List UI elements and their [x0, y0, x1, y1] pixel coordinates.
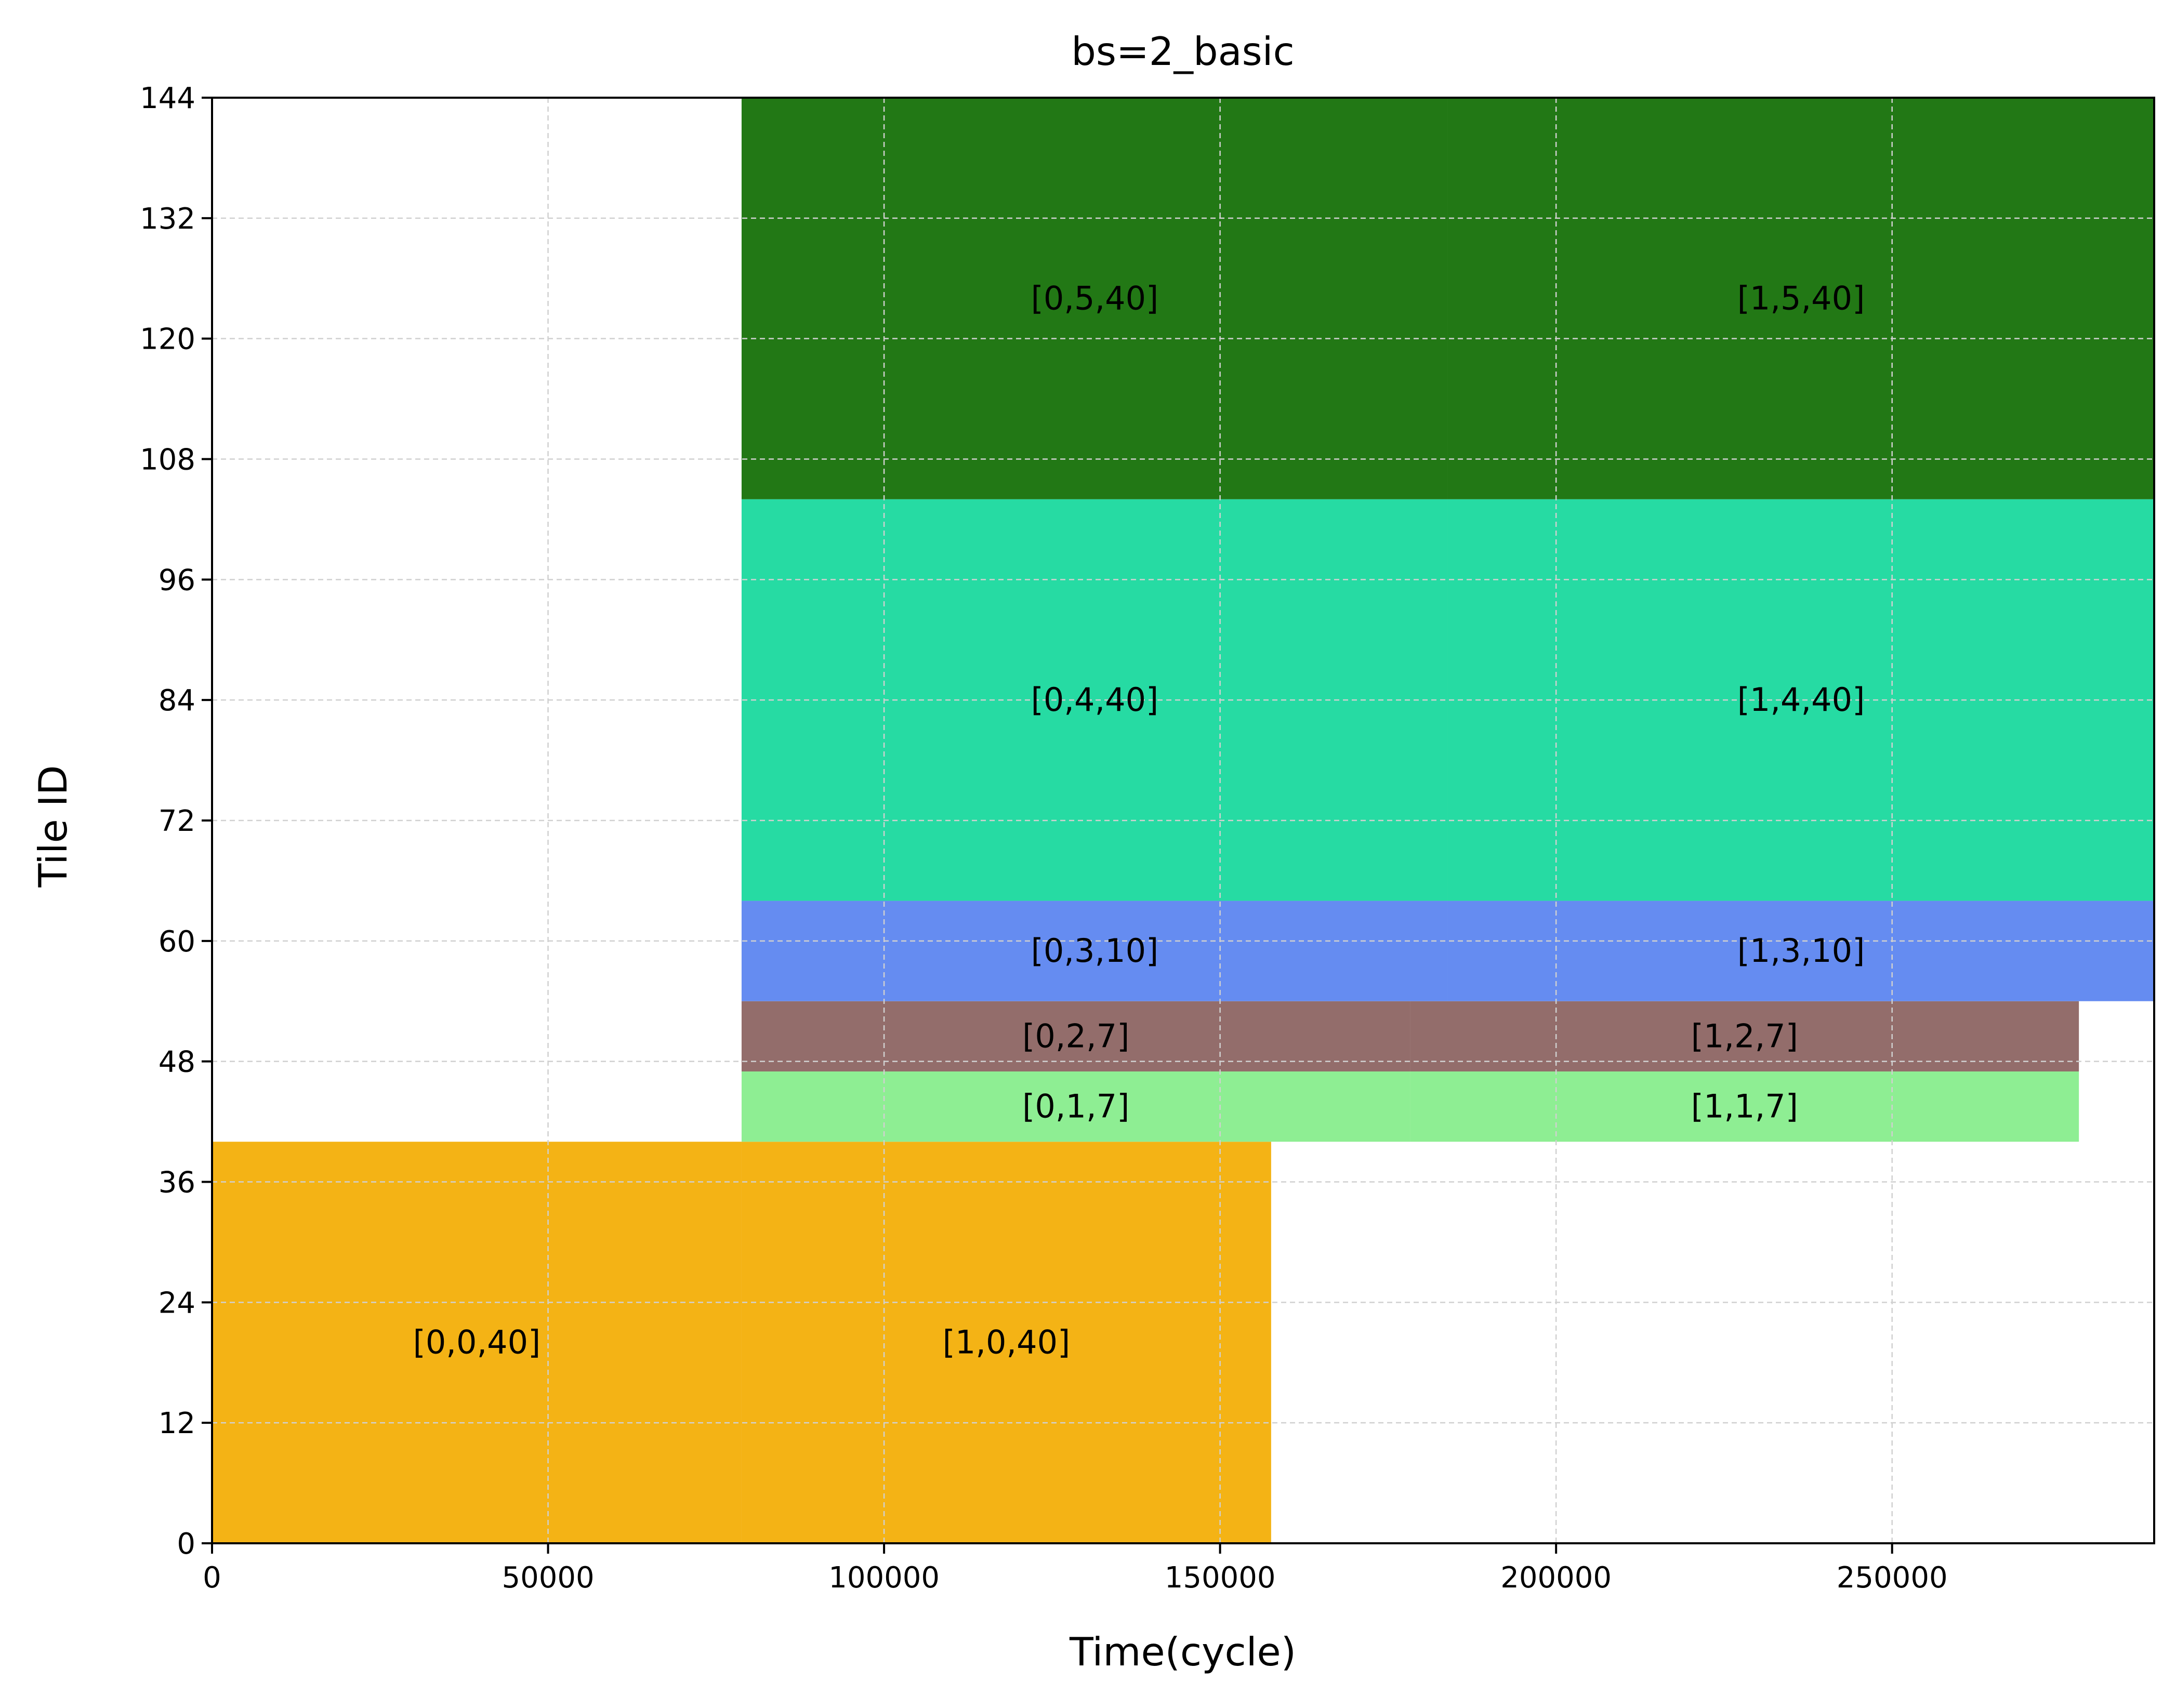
- ticks-layer: 0 50000 100000 150000 200000 250000 0 12 24 36 48 6…: [140, 82, 1947, 1595]
- x-tick-label: 150000: [1165, 1561, 1276, 1595]
- block-label: [1,0,40]: [943, 1323, 1071, 1361]
- block-label: [0,3,10]: [1031, 932, 1159, 970]
- block-[1,3,10]: [1447, 901, 2154, 1001]
- y-tick-label: 72: [159, 804, 195, 838]
- y-tick-label: 84: [159, 684, 195, 718]
- y-tick-label: 108: [140, 443, 195, 477]
- block-[0,5,40]: [741, 98, 1448, 499]
- block-label: [0,2,7]: [1022, 1017, 1129, 1055]
- block-[0,2,7]: [741, 1001, 1410, 1071]
- block-[1,1,7]: [1410, 1071, 2079, 1142]
- y-tick-label: 0: [177, 1527, 195, 1561]
- block-[0,3,10]: [741, 901, 1448, 1001]
- block-labels-layer: [0,0,40] [1,0,40] [0,1,7] [1,1,7] [0,2,7] [1,…: [413, 279, 1865, 1361]
- x-tick-label: 100000: [828, 1561, 940, 1595]
- block-[1,5,40]: [1447, 98, 2154, 499]
- y-tick-label: 12: [159, 1407, 195, 1440]
- x-tick-label: 250000: [1837, 1561, 1948, 1595]
- block-label: [0,4,40]: [1031, 681, 1159, 719]
- y-tick-label: 132: [140, 202, 195, 236]
- block-[1,0,40]: [741, 1142, 1271, 1543]
- grid-layer: [212, 97, 2154, 1543]
- y-tick-label: 24: [159, 1286, 195, 1320]
- block-[1,2,7]: [1410, 1001, 2079, 1071]
- block-label: [1,5,40]: [1737, 279, 1865, 317]
- block-[0,1,7]: [741, 1071, 1410, 1142]
- block-label: [1,3,10]: [1737, 932, 1865, 970]
- block-label: [0,5,40]: [1031, 279, 1159, 317]
- x-axis-label: Time(cycle): [1069, 1629, 1296, 1675]
- x-tick-label: 0: [203, 1561, 221, 1595]
- block-label: [1,4,40]: [1737, 681, 1865, 719]
- x-tick-label: 50000: [502, 1561, 594, 1595]
- block-label: [1,1,7]: [1691, 1088, 1798, 1126]
- chart-title: bs=2_basic: [1071, 29, 1294, 74]
- block-[0,0,40]: [212, 1142, 742, 1543]
- block-label: [0,0,40]: [413, 1323, 541, 1361]
- block-label: [1,2,7]: [1691, 1017, 1798, 1055]
- x-tick-label: 200000: [1500, 1561, 1612, 1595]
- y-tick-label: 120: [140, 323, 195, 356]
- block-label: [0,1,7]: [1022, 1088, 1129, 1126]
- y-tick-label: 144: [140, 82, 195, 115]
- y-axis-label: Tile ID: [30, 765, 76, 888]
- y-tick-label: 60: [159, 925, 195, 959]
- y-tick-label: 36: [159, 1166, 195, 1200]
- y-tick-label: 96: [159, 563, 195, 597]
- y-tick-label: 48: [159, 1045, 195, 1079]
